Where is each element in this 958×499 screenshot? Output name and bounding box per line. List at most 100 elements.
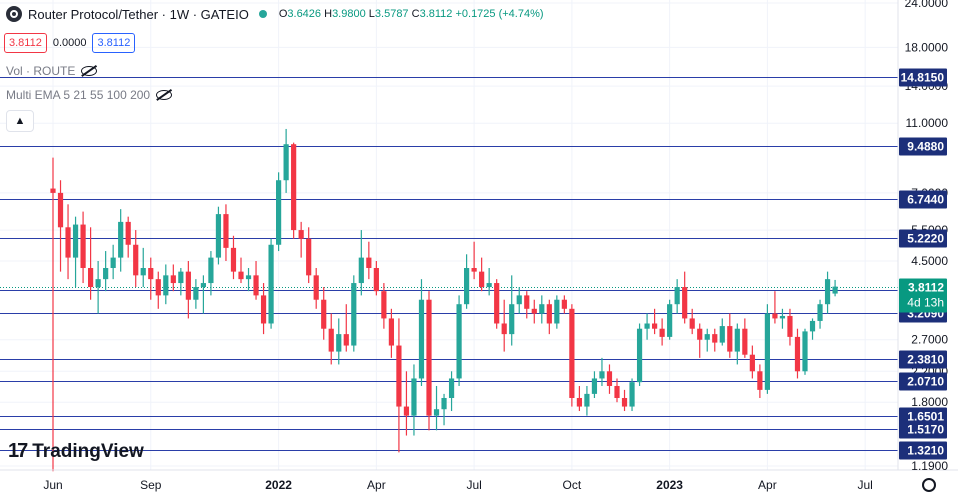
candle [629, 378, 635, 412]
candle-body [276, 180, 282, 245]
candle [358, 230, 364, 296]
candle-body [621, 397, 628, 407]
route-logo-icon [6, 6, 22, 22]
candle [787, 308, 793, 346]
candle-body [343, 334, 349, 346]
candle [764, 304, 770, 394]
candle [230, 235, 237, 280]
candle [509, 275, 515, 346]
candle-body [802, 331, 808, 372]
price-axis[interactable]: 24.000018.000014.000011.00007.00005.5000… [899, 0, 948, 473]
candle [576, 385, 582, 412]
candle-body [554, 299, 560, 324]
candle-body [313, 275, 319, 300]
candle-body [824, 279, 831, 305]
candle-body [749, 354, 755, 372]
candle-body [569, 308, 575, 398]
candle [464, 254, 470, 309]
candle-body [727, 326, 733, 352]
candle-body [614, 385, 620, 398]
candle-body [456, 304, 462, 379]
collapse-legend-button[interactable]: ▲ [6, 110, 34, 132]
tradingview-logo[interactable]: 17 TradingView [8, 440, 144, 463]
candle [170, 264, 176, 292]
candle [403, 371, 410, 436]
candle [65, 204, 71, 280]
candle-body [72, 224, 79, 258]
candle [727, 313, 733, 358]
level-price-label: 1.5170 [907, 423, 944, 437]
candle-body [704, 334, 710, 340]
symbol-title[interactable]: Router Protocol/Tether · 1W · GATEIO [28, 6, 249, 22]
time-axis[interactable]: Jun Sep 2022 Apr Jul Oct 2023 Apr Jul [43, 478, 873, 492]
candle [712, 328, 718, 352]
tradingview-logo-text: TradingView [32, 440, 144, 462]
close-value: 3.8112 [419, 8, 453, 20]
candle-body [787, 315, 793, 337]
candle [644, 313, 650, 340]
candle [88, 227, 94, 300]
candle-body [155, 279, 161, 296]
sell-button[interactable]: 3.8112 [4, 33, 47, 53]
ema-indicator-legend[interactable]: Multi EMA 5 21 55 100 200 [6, 88, 173, 102]
price-tick-label: 1.1900 [911, 459, 948, 473]
candle-body [652, 323, 658, 329]
time-tick-label: Jul [857, 478, 872, 492]
candle-body [268, 244, 274, 324]
chart-grid [0, 0, 898, 470]
candle [328, 313, 334, 365]
candle [494, 279, 500, 329]
candle [208, 251, 214, 296]
gear-icon[interactable] [922, 478, 936, 492]
candle [433, 385, 440, 431]
candle [667, 299, 673, 340]
candle-body [809, 320, 816, 332]
chevron-up-icon: ▲ [14, 115, 26, 127]
candle [118, 209, 124, 272]
candle-body [50, 188, 56, 193]
candle-body [599, 371, 605, 379]
candle [697, 323, 703, 358]
candle-body [200, 283, 206, 288]
tradingview-mark-icon: 17 [8, 440, 28, 462]
spread-value: 0.0000 [52, 37, 87, 49]
last-price-label: 3.8112 [908, 281, 944, 295]
level-price-tag [899, 229, 947, 248]
candle [178, 268, 184, 296]
volume-indicator-label: Vol · ROUTE [6, 64, 76, 78]
candle-body [418, 299, 425, 379]
candle [539, 295, 545, 324]
candle-body [674, 287, 680, 305]
candle [223, 204, 229, 261]
candle [321, 287, 327, 340]
candle-body [494, 283, 500, 324]
candle-body [772, 313, 778, 319]
candle-body [539, 304, 545, 314]
level-price-label: 2.3810 [907, 353, 944, 367]
time-tick-label: Sep [140, 478, 162, 492]
volume-indicator-legend[interactable]: Vol · ROUTE [6, 64, 98, 78]
candle [351, 275, 357, 352]
level-price-tag [899, 190, 947, 209]
candle [817, 299, 823, 329]
candle [794, 328, 801, 379]
hidden-eye-icon[interactable] [81, 66, 98, 76]
hidden-eye-icon[interactable] [156, 90, 173, 100]
candle [298, 221, 304, 258]
candle [193, 279, 199, 309]
candle-body [779, 315, 786, 319]
candle-body [133, 244, 139, 276]
candle-body [832, 286, 838, 294]
candle-body [433, 409, 440, 416]
candle-body [794, 336, 801, 372]
time-tick-label: Apr [367, 478, 386, 492]
candle [591, 371, 598, 398]
candle [659, 318, 665, 346]
candles [50, 128, 838, 472]
candle [561, 295, 567, 314]
candle [802, 328, 808, 375]
candle [260, 283, 267, 335]
buy-button[interactable]: 3.8112 [92, 33, 136, 53]
candle-body [223, 214, 229, 248]
